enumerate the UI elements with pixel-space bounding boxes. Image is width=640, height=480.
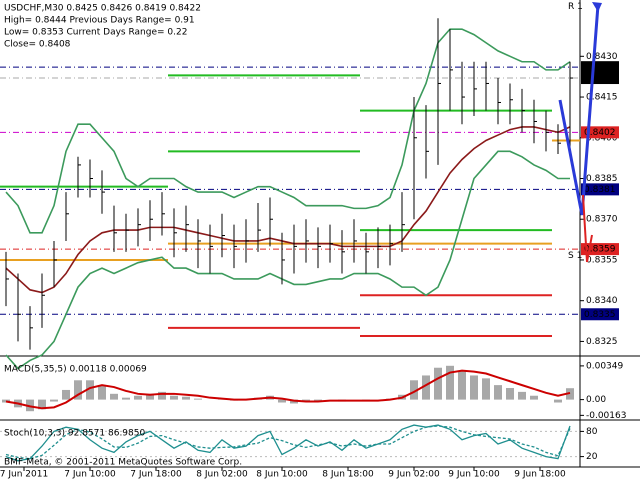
x-tick-label: 8 Jun 10:00: [256, 470, 308, 480]
histogram-bar: [110, 393, 118, 400]
zigzag-up: [558, 4, 600, 216]
y-tick-label: 0.8325: [586, 337, 618, 347]
price-box: [581, 61, 619, 74]
x-tick-label: 9 Jun 10:00: [448, 470, 500, 480]
y-tick-label: 0.8415: [586, 93, 618, 103]
histogram-bar: [446, 365, 454, 400]
histogram-bar: [50, 399, 58, 402]
header-line: USDCHF,M30 0.8425 0.8426 0.8419 0.8422: [4, 4, 201, 14]
histogram-bar: [182, 396, 190, 400]
histogram-bar: [506, 388, 514, 400]
y-tick-label: -0.00163: [586, 411, 626, 421]
x-tick-label: 8 Jun 02:00: [196, 470, 248, 480]
y-tick-label: 0.8340: [586, 296, 618, 306]
y-tick-label: 0.8385: [586, 174, 618, 184]
zigzag-down: [582, 194, 593, 263]
price-box: [581, 72, 619, 85]
histogram-bar: [434, 367, 442, 400]
y-tick-label: 0.00: [586, 395, 606, 405]
histogram-bar: [146, 393, 154, 400]
line-series: [5, 150, 570, 370]
x-tick-label: 7 Jun 2011: [0, 470, 48, 480]
price-box: [581, 126, 619, 139]
x-tick-label: 9 Jun 02:00: [388, 470, 440, 480]
histogram-bar: [422, 375, 430, 400]
histogram-bar: [194, 398, 202, 400]
histogram-bar: [170, 395, 178, 400]
y-tick-label: 80: [586, 427, 598, 437]
histogram-bar: [278, 399, 286, 403]
line-series: [5, 126, 571, 294]
header: USDCHF,M30 0.8425 0.8426 0.8419 0.8422 H…: [4, 4, 242, 468]
price-box-label: 0.8426: [584, 63, 616, 73]
plot-layer: 0.84300.84150.84000.83850.83700.83550.83…: [0, 2, 626, 480]
histogram-bar: [482, 378, 490, 400]
histogram-bar: [38, 399, 46, 410]
x-tick-label: 8 Jun 18:00: [322, 470, 374, 480]
arrow-head: [592, 2, 602, 12]
histogram-bar: [554, 399, 562, 403]
y-tick-label: 0.8370: [586, 215, 618, 225]
line-series: [5, 28, 571, 234]
histogram-bar: [86, 380, 94, 400]
histogram-bar: [410, 380, 418, 400]
header-line: High= 0.8444 Previous Days Range= 0.91: [4, 16, 195, 26]
histogram-bar: [470, 375, 478, 400]
x-tick-label: 7 Jun 10:00: [64, 470, 116, 480]
line-series: [5, 424, 571, 462]
y-tick-label: 0.00349: [586, 361, 623, 371]
line-series: [5, 425, 571, 460]
panels: [0, 0, 640, 468]
price-box-label: 0.8402: [584, 128, 616, 138]
histogram-bar: [74, 380, 82, 400]
y-tick-label: 0.8430: [586, 52, 618, 62]
price-box: [581, 308, 619, 321]
header-line: Low= 0.8353 Current Days Range= 0.22: [4, 28, 187, 38]
header-line: Close= 0.8408: [4, 40, 71, 50]
price-box-label: 0.8422: [584, 74, 616, 84]
histogram-bar: [158, 391, 166, 400]
level-label: S 1: [568, 251, 582, 261]
histogram-bar: [518, 391, 526, 400]
histogram-bar: [530, 395, 538, 400]
line-series: [5, 369, 571, 410]
price-box: [581, 183, 619, 196]
stoch-title: Stoch(10,3,3) 92.8571 86.9850: [4, 429, 145, 439]
histogram-bar: [62, 389, 70, 400]
x-tick-label: 7 Jun 18:00: [130, 470, 182, 480]
price-box-label: 0.8335: [584, 310, 616, 320]
histogram-bar: [494, 385, 502, 400]
price-box-label: 0.8359: [584, 245, 616, 255]
y-tick-label: 0.8355: [586, 255, 618, 265]
histogram-bar: [458, 370, 466, 400]
histogram-bar: [314, 399, 322, 401]
histogram-bar: [122, 397, 130, 400]
y-tick-label: 20: [586, 452, 598, 462]
level-label: R 1: [568, 2, 583, 12]
macd-title: MACD(5,35,5) 0.00118 0.00069: [4, 365, 147, 375]
copyright: BMF-Meta, © 2001-2011 MetaQuotes Softwar…: [4, 458, 242, 468]
histogram-bar: [134, 395, 142, 400]
price-box-label: 0.8381: [584, 185, 616, 195]
histogram-bar: [98, 386, 106, 400]
histogram-bar: [2, 399, 10, 403]
x-tick-label: 9 Jun 18:00: [514, 470, 566, 480]
